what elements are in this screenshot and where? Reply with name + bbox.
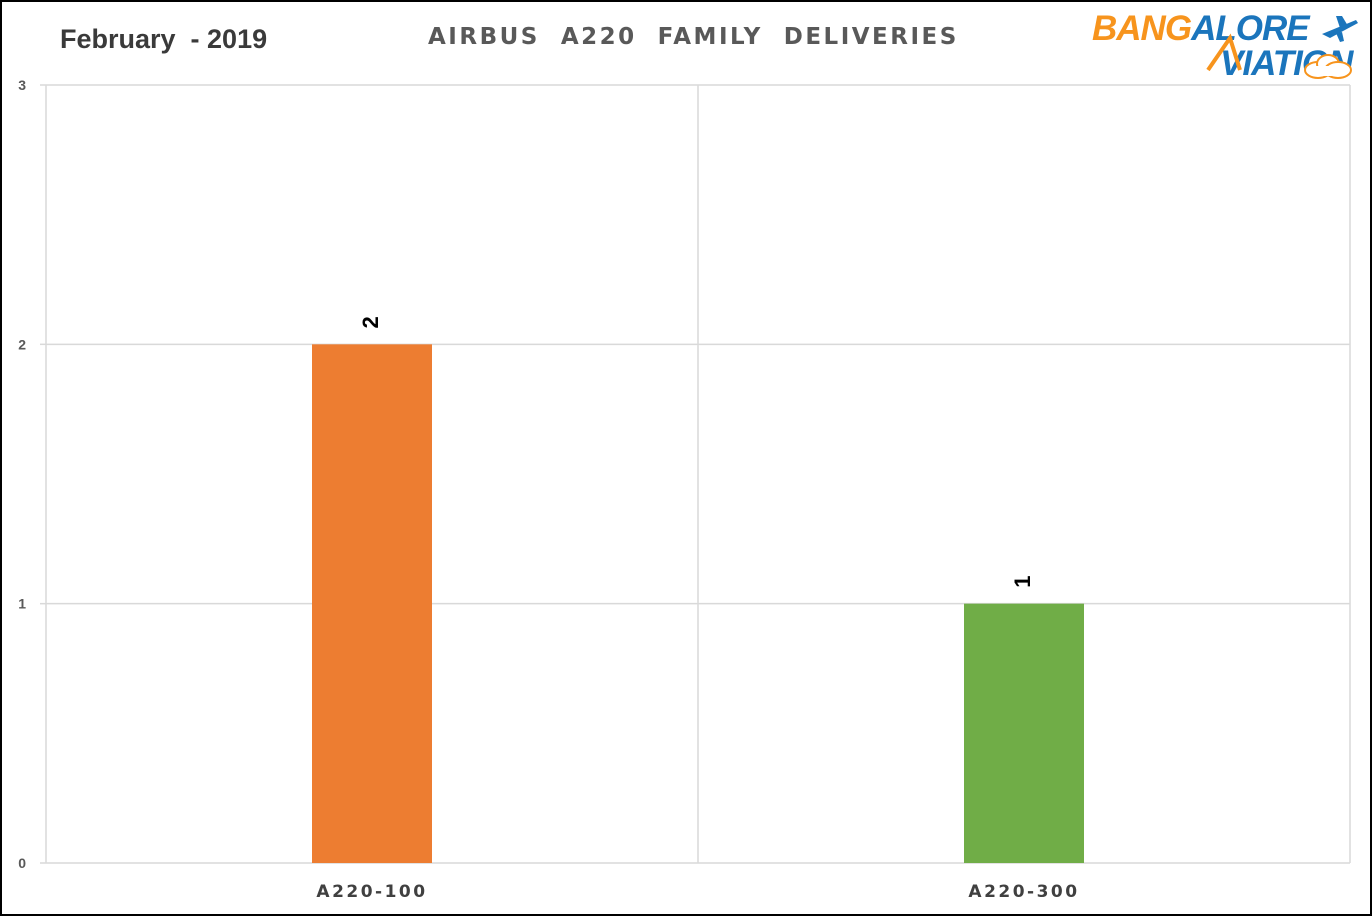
- svg-text:BANGALORE: BANGALORE: [1092, 9, 1311, 48]
- x-category-label: A220-100: [316, 882, 427, 902]
- y-tick-label: 1: [18, 596, 26, 612]
- chart-title: AIRBUS A220 FAMILY DELIVERIES: [428, 24, 959, 50]
- data-label: 2: [358, 316, 383, 328]
- airplane-icon: [1322, 16, 1358, 42]
- y-tick-label: 2: [18, 336, 26, 352]
- data-label: 1: [1010, 576, 1035, 588]
- bar-a220-300: [964, 603, 1084, 863]
- period-label: February - 2019: [60, 24, 268, 54]
- bar-a220-100: [312, 344, 432, 863]
- y-tick-label: 3: [18, 77, 26, 93]
- x-category-label: A220-300: [968, 882, 1079, 902]
- y-tick-label: 0: [18, 855, 26, 871]
- bangalore-aviation-logo: BANGALORE VIATION: [1092, 9, 1358, 80]
- cloud-icon: [1304, 54, 1352, 79]
